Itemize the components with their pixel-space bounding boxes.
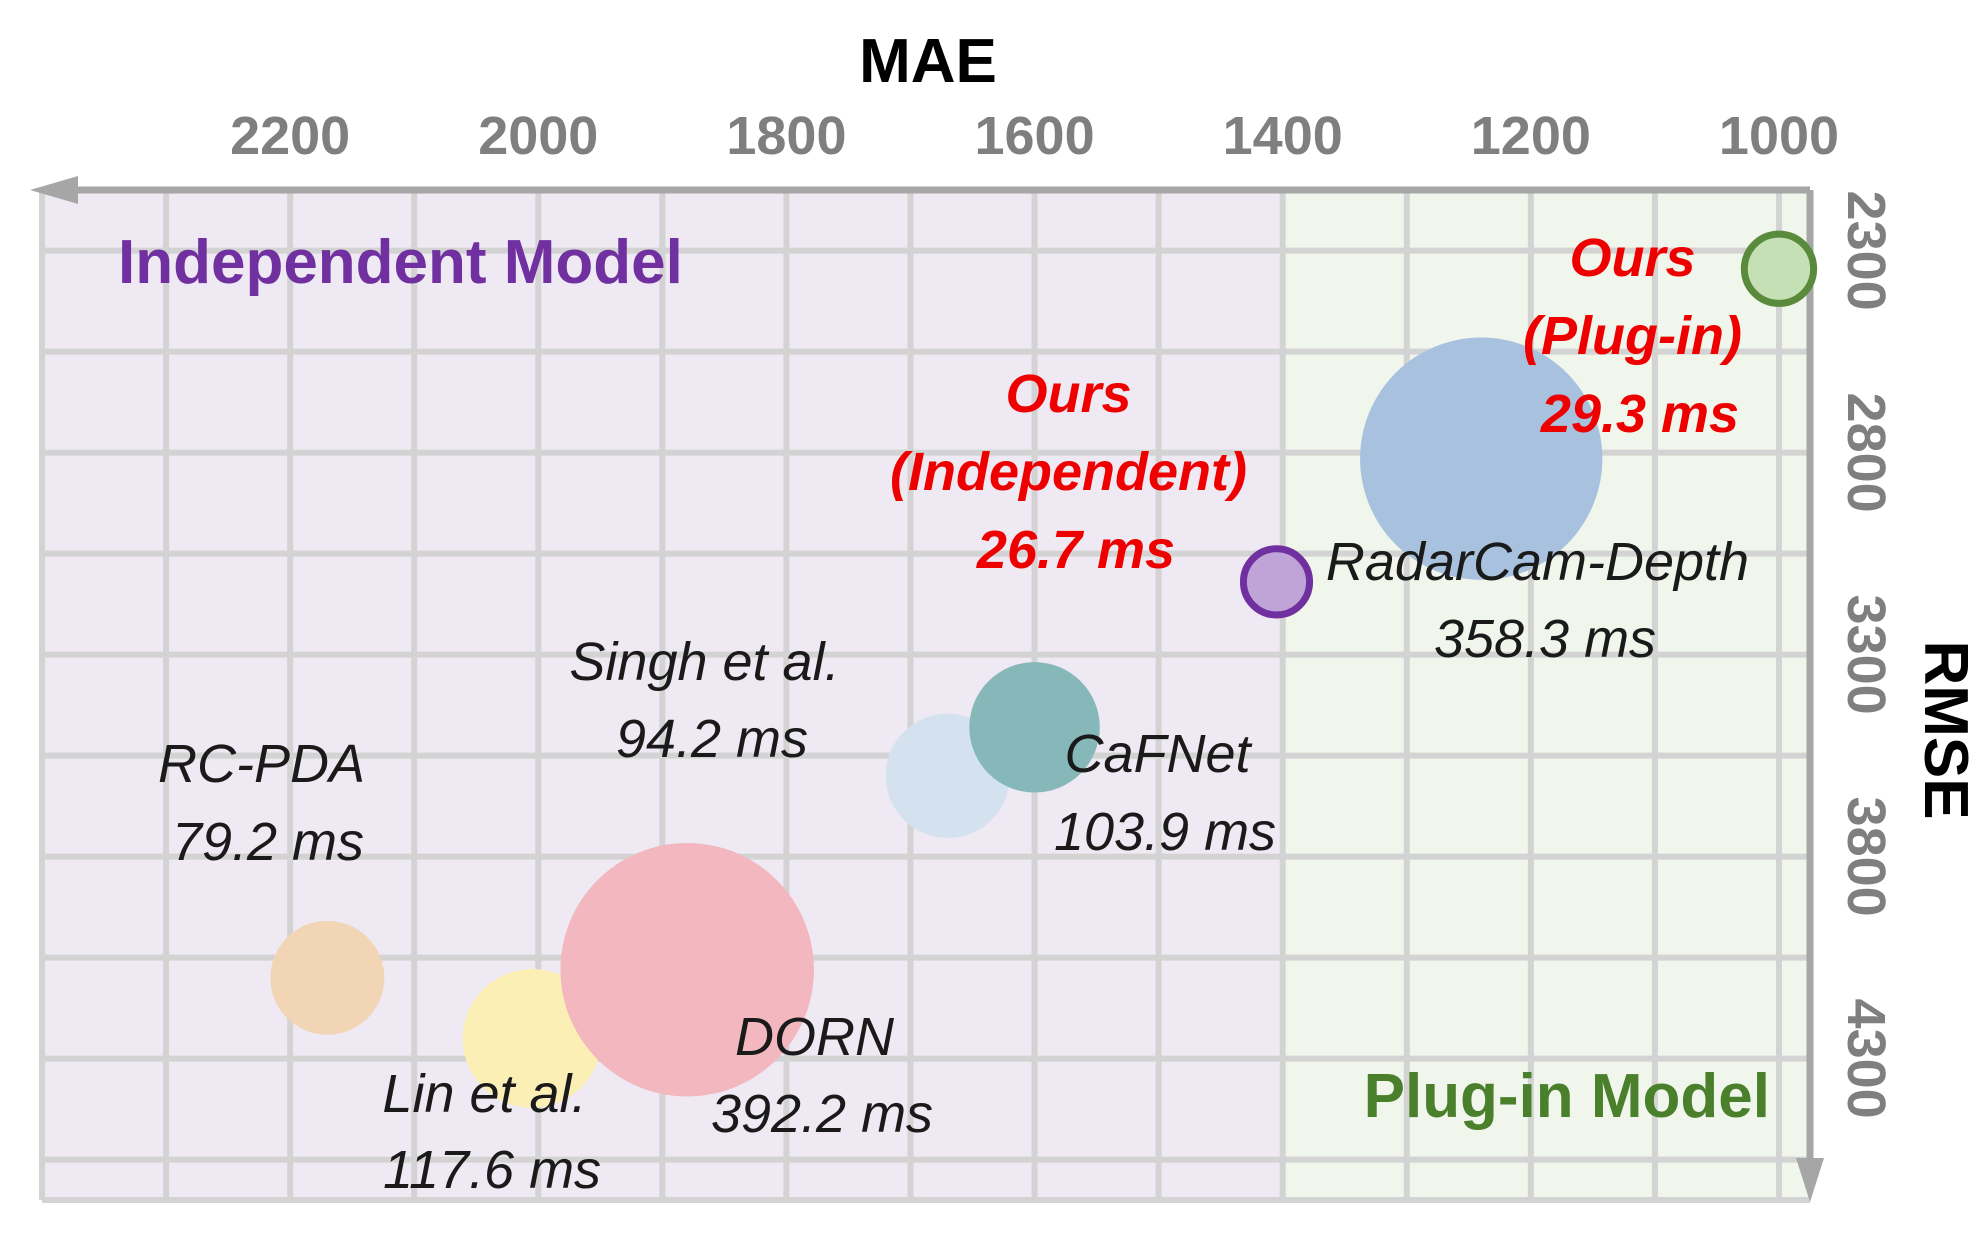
- axes: [30, 176, 1824, 1202]
- bubbles: [270, 230, 1818, 1108]
- y-axis-arrow: [1796, 1158, 1824, 1202]
- y-tick-label: 2800: [1836, 393, 1896, 513]
- y-tick-label: 4300: [1836, 999, 1896, 1119]
- y-tick-label: 3300: [1836, 595, 1896, 715]
- x-axis-arrow: [30, 176, 78, 204]
- x-tick-label: 1400: [1223, 106, 1343, 166]
- x-tick-label: 1200: [1471, 106, 1591, 166]
- x-tick-labels: 2200 2000 1800 1600 1400 1200 1000: [230, 106, 1839, 166]
- x-tick-label: 1800: [726, 106, 846, 166]
- label-ours-independent: Ours (Independent) 26.7 ms: [890, 364, 1262, 580]
- label-cafnet: CaFNet 103.9 ms: [1054, 724, 1276, 862]
- label-rc-pda: RC-PDA 79.2 ms: [158, 734, 378, 872]
- bubble-ours-plugin: [1740, 230, 1818, 307]
- y-axis-title: RMSE: [1911, 640, 1980, 819]
- label-dorn: DORN 392.2 ms: [711, 1007, 933, 1144]
- label-singh-et-al: Singh et al. 94.2 ms: [569, 632, 854, 769]
- bubble-dorn: [560, 842, 814, 1097]
- label-radarcam-depth: RadarCam-Depth 358.3 ms: [1326, 532, 1764, 669]
- bubble-rc-pda: [270, 920, 385, 1035]
- bubble-radarcam-depth: [1360, 337, 1603, 580]
- x-tick-label: 2000: [478, 106, 598, 166]
- y-tick-label: 2300: [1836, 191, 1896, 311]
- bubble-ours-independent: [1239, 545, 1314, 619]
- region-label-independent: Independent Model: [118, 228, 683, 297]
- label-lin-et-al: Lin et al. 117.6 ms: [382, 1064, 601, 1200]
- x-tick-label: 1000: [1719, 106, 1839, 166]
- x-tick-label: 1600: [974, 106, 1094, 166]
- region-label-plugin: Plug-in Model: [1364, 1062, 1770, 1131]
- y-tick-label: 3800: [1836, 797, 1896, 917]
- x-axis-title: MAE: [859, 27, 997, 96]
- x-tick-label: 2200: [230, 106, 350, 166]
- y-tick-labels: 2300 2800 3300 3800 4300: [1836, 191, 1896, 1119]
- label-ours-plugin: Ours (Plug-in) 29.3 ms: [1523, 228, 1757, 444]
- bubble-cafnet: [969, 662, 1100, 793]
